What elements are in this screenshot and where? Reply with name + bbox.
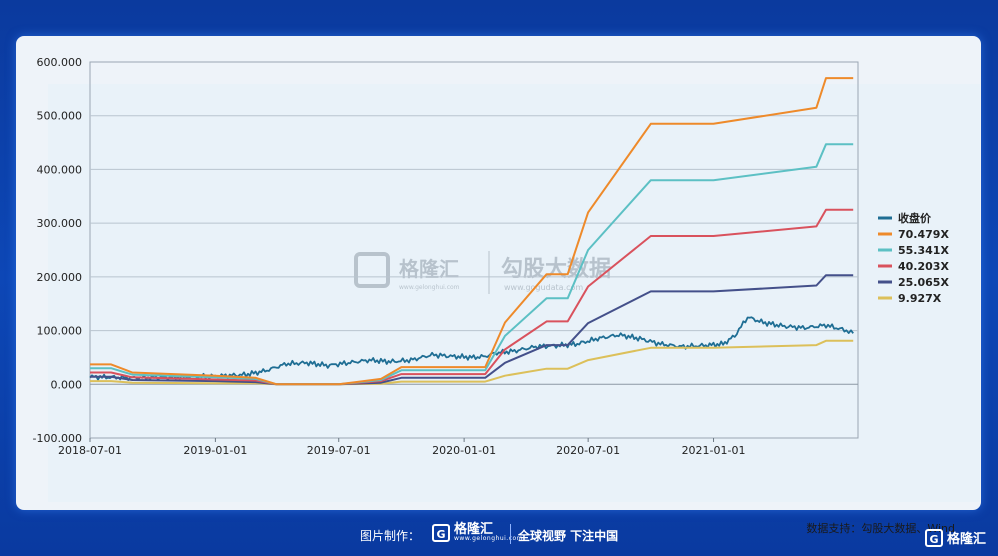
footer-brand-url: www.gelonghui.com xyxy=(454,535,524,542)
corner-brand-logo: G 格隆汇 xyxy=(924,528,986,547)
watermark-url: www.gogudata.com xyxy=(504,283,583,292)
watermark-name: 勾股大数据 xyxy=(501,256,611,282)
watermark-logo-icon xyxy=(354,252,390,288)
x-tick-label: 2020-01-01 xyxy=(432,444,496,457)
series-line-2 xyxy=(90,143,854,386)
y-tick-label: 200.000 xyxy=(37,271,83,284)
x-tick-label: 2019-01-01 xyxy=(183,444,247,457)
series-line-1 xyxy=(90,77,854,386)
legend-label: 9.927X xyxy=(898,292,942,305)
series-line-4 xyxy=(90,274,854,386)
plot-background xyxy=(48,84,980,502)
footer-brand-logo: G 格隆汇 www.gelonghui.com xyxy=(432,523,523,542)
legend-label: 70.479X xyxy=(898,228,949,241)
corner-brand-name: 格隆汇 xyxy=(946,532,986,547)
x-tick-label: 2021-01-01 xyxy=(682,444,746,457)
y-tick-label: 500.000 xyxy=(37,110,83,123)
plot-frame xyxy=(89,61,859,439)
line-chart: 格隆汇 www.gelonghui.com 勾股大数据www.gogudata.co… xyxy=(33,56,950,457)
legend-label: 收盘价 xyxy=(898,211,932,225)
corner-logo-icon: G xyxy=(924,528,943,547)
x-tick-label: 2018-07-01 xyxy=(58,444,122,457)
y-tick-label: 600.000 xyxy=(37,56,83,69)
footer-slogan: 全球视野 下注中国 xyxy=(518,529,619,543)
y-tick-label: -100.000 xyxy=(33,432,82,445)
y-tick-label: 400.000 xyxy=(37,163,83,176)
x-tick-label: 2019-07-01 xyxy=(307,444,371,457)
legend-label: 25.065X xyxy=(898,276,949,289)
watermark: 格隆汇 www.gelonghui.com 勾股大数据www.gogudata.co… xyxy=(354,251,611,294)
x-tick-label: 2020-07-01 xyxy=(556,444,620,457)
series-line-5 xyxy=(90,339,854,386)
y-tick-label: 300.000 xyxy=(37,217,83,230)
y-tick-label: 0.000 xyxy=(51,378,83,391)
footer-divider xyxy=(510,524,511,544)
footer-bar: 图片制作： G 格隆汇 www.gelonghui.com 全球视野 下注中国 xyxy=(0,518,998,556)
chart-card: 格隆汇 www.gelonghui.com 勾股大数据 www.gogudata.co… xyxy=(16,36,981,535)
y-tick-label: 100.000 xyxy=(37,325,83,338)
legend-label: 55.341X xyxy=(898,244,949,257)
footer-brand-name: 格隆汇 xyxy=(454,522,494,537)
made-by-label: 图片制作： xyxy=(360,529,421,543)
watermark-brand: 格隆汇 xyxy=(399,257,459,281)
legend-label: 40.203X xyxy=(898,260,949,273)
series-line-3 xyxy=(90,208,854,386)
watermark-brand-url: www.gelonghui.com xyxy=(399,284,460,291)
data-source-note: 数据支持：勾股大数据、Wind xyxy=(806,522,955,535)
gelonghui-logo-icon: G xyxy=(432,523,450,542)
